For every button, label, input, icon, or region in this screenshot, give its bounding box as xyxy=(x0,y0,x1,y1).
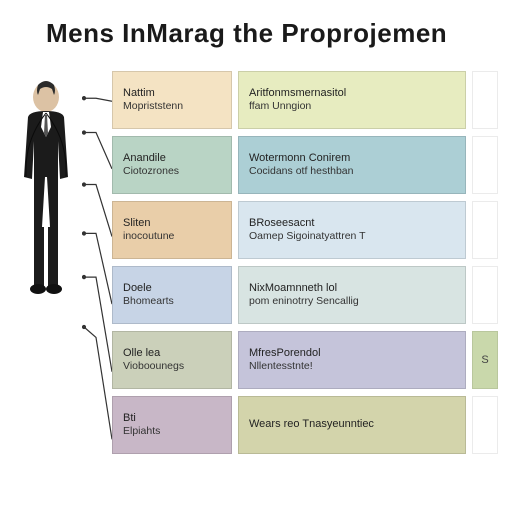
row-tag xyxy=(472,136,498,194)
left-cell: Olle lea Vioboounegs xyxy=(112,331,232,389)
left-cell: Nattim Mopriststenn xyxy=(112,71,232,129)
cell-line2: Vioboounegs xyxy=(123,360,221,373)
cell-line1: Anandile xyxy=(123,152,221,166)
row-tag xyxy=(472,71,498,129)
cell-line2: Elpiahts xyxy=(123,425,221,438)
businessman-figure xyxy=(10,67,82,483)
row-tag xyxy=(472,266,498,324)
left-cell: Bti Elpiahts xyxy=(112,396,232,454)
right-cell: MfresPorendol Nllentesstnte! xyxy=(238,331,466,389)
table-row: Sliten inocoutune BRoseesacnt Oamep Sigo… xyxy=(112,201,498,259)
row-tag: S xyxy=(472,331,498,389)
cell-line2: pom eninotrry Sencallig xyxy=(249,295,455,308)
cell-line2: Mopriststenn xyxy=(123,100,221,113)
cell-line1: Aritfonmsmernasitol xyxy=(249,87,455,101)
content-area: Nattim Mopriststenn Aritfonmsmernasitol … xyxy=(10,67,498,483)
cell-line2: Ciotozrones xyxy=(123,165,221,178)
cell-line2: Bhomearts xyxy=(123,295,221,308)
right-cell: Aritfonmsmernasitol ffam Unngion xyxy=(238,71,466,129)
cell-line1: Sliten xyxy=(123,217,221,231)
right-cell: Wears reo Tnasyeunntiec xyxy=(238,396,466,454)
cell-line2: Oamep Sigoinatyattren T xyxy=(249,230,455,243)
cell-line1: Doele xyxy=(123,282,221,296)
cell-line1: NixMoamnneth lol xyxy=(249,282,455,296)
cell-line2: Nllentesstnte! xyxy=(249,360,455,373)
man-icon xyxy=(10,77,82,297)
cell-line1: Nattim xyxy=(123,87,221,101)
table-row: Doele Bhomearts NixMoamnneth lol pom eni… xyxy=(112,266,498,324)
table-rows: Nattim Mopriststenn Aritfonmsmernasitol … xyxy=(112,67,498,483)
left-cell: Doele Bhomearts xyxy=(112,266,232,324)
cell-line2: Cocidans otf hesthban xyxy=(249,165,455,178)
cell-line1: Wears reo Tnasyeunntiec xyxy=(249,418,455,432)
right-cell: BRoseesacnt Oamep Sigoinatyattren T xyxy=(238,201,466,259)
table-row: Anandile Ciotozrones Wotermonn Conirem C… xyxy=(112,136,498,194)
right-cell: NixMoamnneth lol pom eninotrry Sencallig xyxy=(238,266,466,324)
callout-lines xyxy=(82,67,112,483)
page-title: Mens InMarag the Proprojemen xyxy=(46,18,498,49)
cell-line1: Wotermonn Conirem xyxy=(249,152,455,166)
table-row: Bti Elpiahts Wears reo Tnasyeunntiec xyxy=(112,396,498,454)
row-tag xyxy=(472,396,498,454)
table-row: Nattim Mopriststenn Aritfonmsmernasitol … xyxy=(112,71,498,129)
row-tag xyxy=(472,201,498,259)
cell-line1: BRoseesacnt xyxy=(249,217,455,231)
left-cell: Sliten inocoutune xyxy=(112,201,232,259)
cell-line1: Olle lea xyxy=(123,347,221,361)
cell-line1: Bti xyxy=(123,412,221,426)
cell-line2: inocoutune xyxy=(123,230,221,243)
cell-line2: ffam Unngion xyxy=(249,100,455,113)
table-row: Olle lea Vioboounegs MfresPorendol Nllen… xyxy=(112,331,498,389)
left-cell: Anandile Ciotozrones xyxy=(112,136,232,194)
cell-line1: MfresPorendol xyxy=(249,347,455,361)
right-cell: Wotermonn Conirem Cocidans otf hesthban xyxy=(238,136,466,194)
